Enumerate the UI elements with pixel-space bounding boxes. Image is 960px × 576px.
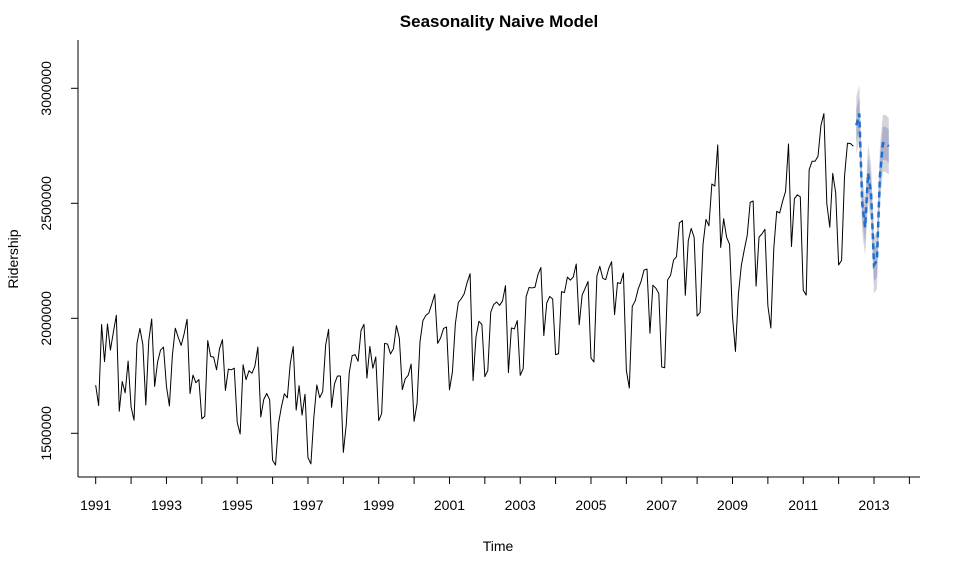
x-axis-label: Time: [483, 538, 514, 554]
x-tick-label: 2013: [858, 497, 889, 513]
x-tick-label: 1993: [151, 497, 182, 513]
y-axis-label: Ridership: [5, 229, 21, 288]
x-tick-label: 2005: [575, 497, 606, 513]
x-tick-label: 2003: [505, 497, 536, 513]
x-tick-label: 2007: [646, 497, 677, 513]
y-tick-label: 2000000: [38, 291, 54, 346]
plot-area: [95, 113, 854, 466]
x-tick-label: 1999: [363, 497, 394, 513]
forecast-mean-line: [855, 113, 890, 269]
series-line-ridership: [95, 113, 854, 466]
x-tick-label: 2001: [434, 497, 465, 513]
forecast-band-80: [856, 97, 889, 282]
chart-title: Seasonality Naive Model: [400, 12, 598, 31]
axes: 1991 1993 1995 1997 1999 2001 2003 2005 2007 2009…: [38, 40, 920, 513]
y-tick-label: 3000000: [38, 61, 54, 116]
x-tick-label: 1997: [292, 497, 323, 513]
y-tick-label: 1500000: [38, 406, 54, 461]
x-tick-label: 2009: [717, 497, 748, 513]
forecast-layer: [855, 85, 890, 294]
y-tick-label: 2500000: [38, 176, 54, 231]
x-tick-label: 2011: [788, 497, 818, 513]
x-tick-label: 1995: [222, 497, 253, 513]
x-tick-label: 1991: [80, 497, 111, 513]
forecast-band-95: [856, 85, 889, 294]
